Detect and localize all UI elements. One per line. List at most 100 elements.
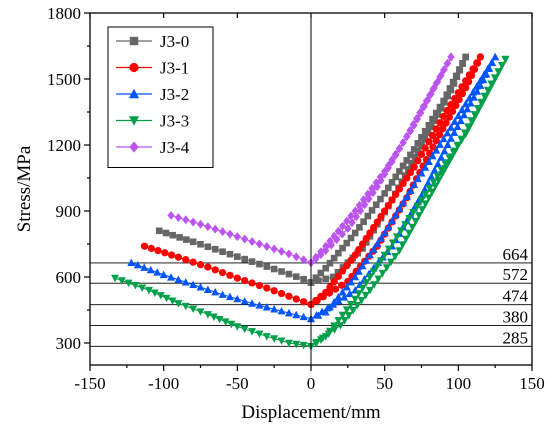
data-point-J3-2-unloading-17	[437, 153, 446, 161]
reference-label-285: 285	[503, 328, 529, 347]
legend-box	[107, 26, 214, 168]
axes: -150 -100 -50 0 50 100 150 300 600 900 1200 1500 180…	[47, 4, 545, 393]
data-point-J3-2-loading-49	[406, 186, 415, 194]
data-point-J3-3-unloading-35	[382, 264, 391, 272]
data-point-J3-3-unloading-47	[330, 326, 339, 334]
data-point-J3-0-unloading-10	[431, 117, 438, 124]
data-point-J3-3-unloading-2	[494, 68, 503, 76]
data-point-J3-3-unloading-9	[470, 111, 479, 119]
data-point-J3-0-loading-31	[351, 229, 359, 237]
data-point-J3-1-loading-55	[432, 125, 440, 133]
data-point-J3-4-loading-25	[334, 226, 342, 236]
data-point-J3-3-unloading-7	[477, 98, 486, 107]
data-point-J3-1-unloading-3	[467, 71, 476, 80]
data-point-J3-2-loading-53	[421, 163, 430, 171]
data-point-J3-3-loading-27	[292, 340, 301, 349]
data-point-J3-1-loading-44	[392, 190, 400, 199]
data-point-J3-1-loading-30	[338, 267, 347, 275]
data-point-J3-3-unloading-31	[398, 241, 407, 249]
data-point-J3-1-loading-15	[248, 279, 256, 287]
data-point-J3-0-loading-6	[197, 240, 204, 248]
data-point-J3-2-loading-50	[410, 180, 419, 188]
data-point-J3-1-loading-5	[174, 253, 183, 261]
data-point-J3-4-unloading-32	[322, 246, 330, 256]
data-point-J3-2-unloading-16	[440, 146, 449, 155]
data-point-J3-3-unloading-24	[421, 200, 430, 208]
data-point-J3-0-unloading-18	[405, 166, 412, 173]
data-point-J3-3-loading-55	[413, 202, 422, 211]
series-J3-3	[111, 55, 510, 351]
data-point-J3-1-unloading-11	[442, 119, 450, 127]
legend-item-J3-4: J3-4	[116, 138, 190, 157]
data-point-J3-4-loading-15	[277, 246, 286, 256]
data-point-J3-4-loading-33	[368, 183, 376, 193]
data-point-J3-3-loading-12	[189, 305, 198, 314]
data-point-J3-3-unloading-36	[378, 269, 387, 278]
data-point-J3-2-loading-45	[391, 210, 400, 219]
data-point-J3-1-loading-13	[233, 274, 241, 282]
data-point-J3-2-loading-39	[369, 245, 378, 253]
data-point-J3-0-loading-4	[183, 236, 190, 243]
data-point-J3-3-loading-18	[227, 320, 236, 329]
data-point-J3-0-unloading-13	[421, 135, 429, 143]
legend-label-J3-0: J3-0	[160, 32, 189, 51]
data-point-J3-0-unloading-31	[359, 245, 366, 252]
data-point-J3-2-loading-42	[380, 228, 389, 237]
data-point-J3-0-loading-25	[326, 259, 334, 267]
data-point-J3-1-unloading-14	[432, 136, 440, 145]
data-point-J3-2-loading-13	[218, 290, 227, 298]
data-point-J3-4-unloading-16	[392, 150, 400, 160]
data-point-J3-3-unloading-43	[349, 307, 358, 315]
data-point-J3-2-loading-5	[159, 270, 168, 279]
data-point-J3-4-loading-13	[263, 242, 271, 251]
data-point-J3-4-loading-8	[226, 229, 234, 239]
data-point-J3-2-unloading-6	[473, 87, 482, 95]
data-point-J3-2-loading-61	[450, 117, 459, 125]
data-point-J3-4-unloading-12	[406, 125, 414, 135]
data-point-J3-0-unloading-7	[441, 98, 448, 106]
data-point-J3-3-unloading-29	[405, 229, 414, 238]
data-point-J3-3-loading-15	[209, 313, 218, 321]
data-point-J3-4-unloading-11	[409, 120, 417, 129]
data-point-J3-1-loading-0	[140, 242, 149, 250]
data-point-J3-1-unloading-42	[319, 293, 327, 301]
data-point-J3-1-loading-21	[292, 295, 300, 303]
data-point-J3-2-unloading-41	[340, 293, 349, 301]
data-point-J3-2-loading-37	[362, 256, 371, 264]
data-point-J3-0-unloading-0	[462, 53, 469, 61]
data-point-J3-4-loading-3	[189, 217, 197, 227]
data-point-J3-1-loading-50	[414, 157, 422, 165]
data-point-J3-0-loading-15	[263, 263, 271, 270]
data-point-J3-3-loading-24	[270, 335, 279, 343]
data-point-J3-0-loading-29	[343, 239, 351, 247]
series-line-J3-1-unloading	[310, 56, 481, 305]
data-point-J3-3-loading-39	[351, 295, 360, 304]
data-point-J3-1-loading-31	[343, 262, 351, 270]
x-tick-label: -150	[74, 374, 105, 393]
data-point-J3-1-loading-53	[425, 138, 433, 146]
legend-label-J3-3: J3-3	[160, 112, 189, 131]
data-point-J3-2-unloading-7	[469, 93, 478, 101]
data-point-J3-1-loading-40	[377, 212, 385, 221]
data-point-J3-4-unloading-4	[432, 78, 440, 88]
data-point-J3-1-loading-20	[285, 292, 293, 300]
data-point-J3-1-unloading-13	[435, 131, 444, 139]
data-point-J3-1-unloading-10	[445, 113, 453, 121]
data-point-J3-2-loading-51	[413, 174, 422, 183]
data-point-J3-3-loading-11	[181, 302, 190, 311]
data-point-J3-1-loading-17	[263, 284, 271, 292]
data-point-J3-2-unloading-2	[485, 64, 494, 72]
data-point-J3-0-loading-10	[226, 250, 234, 258]
data-point-J3-0-unloading-3	[453, 73, 461, 81]
data-point-J3-4-loading-0	[167, 210, 175, 220]
data-point-J3-2-loading-59	[443, 128, 452, 137]
data-point-J3-1-loading-7	[189, 258, 197, 266]
data-point-J3-3-loading-10	[174, 300, 183, 308]
data-point-J3-2-loading-18	[255, 301, 264, 309]
data-point-J3-4-unloading-25	[356, 206, 365, 216]
data-point-J3-1-loading-6	[182, 256, 190, 264]
data-point-J3-3-unloading-33	[391, 252, 400, 261]
data-point-J3-4-unloading-31	[327, 240, 335, 250]
data-point-J3-3-unloading-22	[428, 188, 437, 197]
data-point-J3-3-unloading-12	[460, 129, 469, 137]
